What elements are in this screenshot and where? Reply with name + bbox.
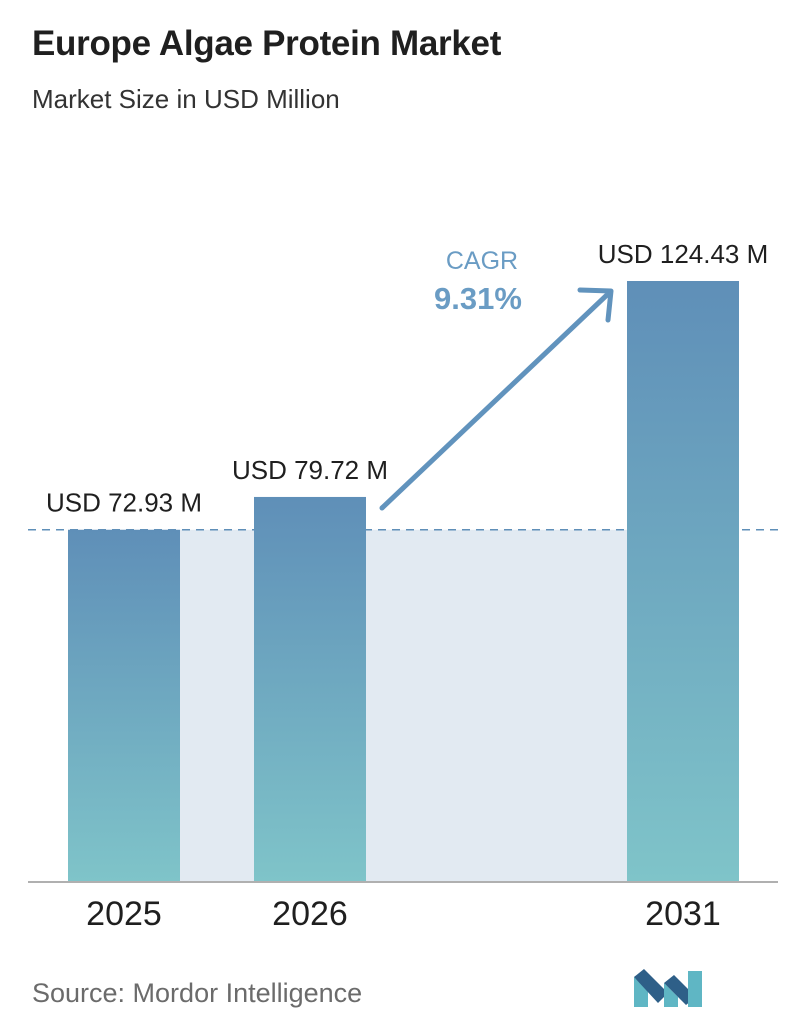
x-tick-label-2026: 2026 — [272, 895, 348, 933]
chart-subtitle: Market Size in USD Million — [32, 84, 340, 114]
cagr-label: CAGR — [446, 247, 518, 275]
data-label-2026: USD 79.72 M — [232, 455, 388, 485]
cagr-arrow — [379, 287, 614, 511]
reference-band — [366, 529, 627, 882]
x-tick-label-2031: 2031 — [645, 895, 721, 933]
source-note: Source: Mordor Intelligence — [32, 978, 363, 1008]
chart-title: Europe Algae Protein Market — [32, 24, 502, 63]
bar-chart: USD 72.93 M 2025 USD 79.72 M 2026 USD 124.43… — [28, 239, 784, 933]
reference-band — [180, 529, 254, 882]
bar-2026 — [254, 496, 366, 882]
x-tick-label-2025: 2025 — [86, 895, 162, 933]
cagr-value: 9.31% — [434, 281, 522, 316]
bar-2025 — [68, 529, 180, 882]
bar-2031 — [627, 281, 739, 882]
data-label-2025: USD 72.93 M — [46, 488, 202, 518]
mordor-intelligence-logo — [634, 969, 702, 1007]
data-label-2031: USD 124.43 M — [598, 239, 769, 269]
